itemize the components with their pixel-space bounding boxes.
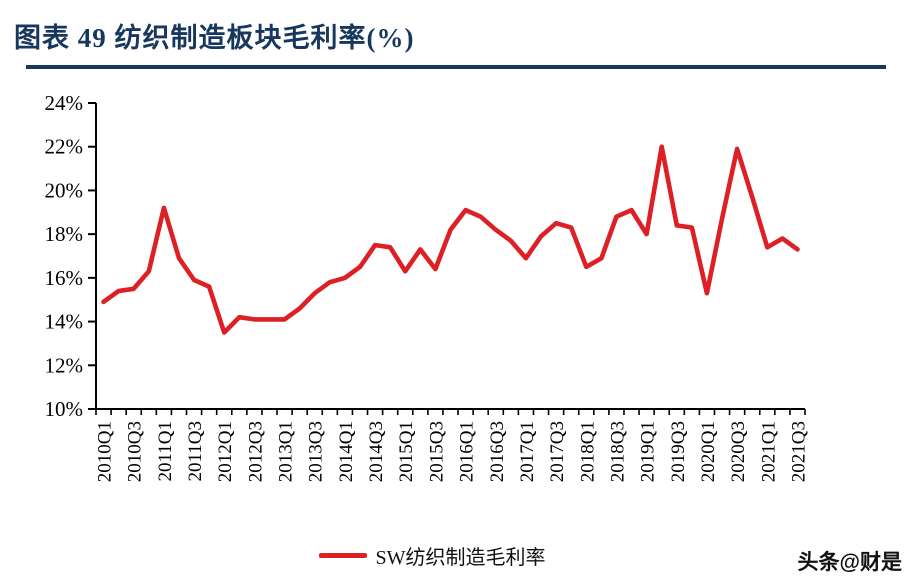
x-tick-label: 2012Q3: [245, 421, 266, 482]
x-tick-label: 2011Q3: [185, 421, 206, 482]
y-tick-label: 20%: [45, 178, 84, 202]
legend-line-swatch: [318, 553, 367, 558]
y-tick-label: 12%: [45, 353, 84, 377]
x-tick-label: 2014Q1: [336, 421, 357, 482]
x-tick-label: 2017Q1: [517, 421, 538, 482]
x-tick-label: 2011Q1: [155, 421, 176, 482]
figure-header: 图表 49 纺织制造板块毛利率(%): [0, 0, 914, 69]
x-tick-label: 2019Q3: [668, 421, 689, 482]
gross-margin-line-chart: 10% 12% 14% 16% 18% 20% 22% 24% 2010Q1 2010Q3 2011…: [45, 91, 810, 482]
x-tick-label: 2019Q1: [638, 421, 659, 482]
watermark: 头条@财是: [797, 551, 902, 574]
figure-title: 图表 49 纺织制造板块毛利率(%): [14, 23, 415, 53]
series-line-sw-textile-margin: [101, 144, 800, 335]
x-tick-label: 2012Q1: [215, 421, 236, 482]
x-tick-label: 2016Q3: [487, 421, 508, 482]
x-tick-label: 2015Q1: [396, 421, 417, 482]
x-tick-label: 2020Q1: [698, 421, 719, 482]
y-tick-label: 14%: [45, 310, 84, 334]
x-tick-label: 2013Q1: [276, 421, 297, 482]
y-tick-label: 10%: [45, 397, 84, 421]
y-tick-label: 22%: [45, 135, 84, 159]
x-tick-label: 2015Q3: [426, 421, 447, 482]
legend: SW纺织制造毛利率: [0, 541, 889, 570]
x-tick-label: 2021Q3: [788, 421, 809, 482]
x-tick-label: 2013Q3: [306, 421, 327, 482]
y-tick-label: 16%: [45, 266, 84, 290]
y-tick-label: 18%: [45, 222, 84, 246]
x-tick-label: 2020Q3: [728, 421, 749, 482]
x-tick-label: 2010Q1: [95, 421, 116, 482]
x-tick-label: 2017Q3: [547, 421, 568, 482]
x-tick-label: 2014Q3: [366, 421, 387, 482]
legend-label: SW纺织制造毛利率: [375, 547, 546, 569]
y-tick-label: 24%: [45, 91, 84, 115]
x-tick-label: 2021Q1: [758, 421, 779, 482]
title-underline: [26, 65, 886, 69]
x-tick-label: 2016Q1: [457, 421, 478, 482]
x-tick-label: 2018Q1: [577, 421, 598, 482]
x-tick-label: 2010Q3: [125, 421, 146, 482]
x-tick-label: 2018Q3: [607, 421, 628, 482]
